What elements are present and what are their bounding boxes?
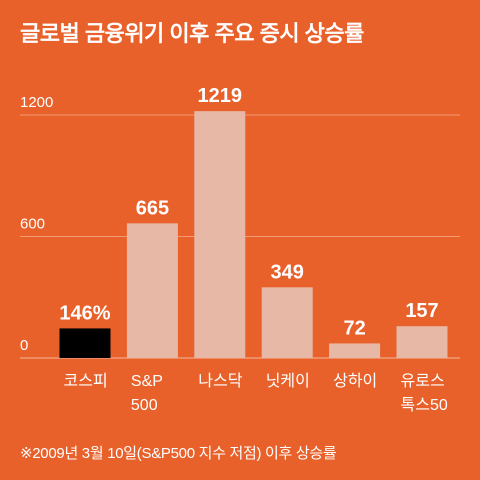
bar [396, 326, 448, 358]
x-tick-label: 유로스 [401, 373, 445, 390]
y-tick-label: 600 [20, 216, 45, 233]
y-tick-label: 0 [20, 337, 28, 354]
x-tick-label: 나스닥 [198, 372, 242, 390]
data-label: 349 [271, 261, 304, 283]
x-tick-label: 상하이 [333, 372, 377, 390]
x-tick-label: 500 [131, 397, 158, 414]
bar [126, 223, 178, 358]
x-tick-label: 톡스50 [401, 396, 448, 414]
x-tick-label: 닛케이 [266, 372, 310, 390]
chart-footnote: ※2009년 3월 10일(S&P500 지수 저점) 이후 상승률 [20, 445, 337, 462]
data-label: 157 [405, 300, 438, 322]
bar [261, 287, 313, 358]
x-tick-label: S&P [131, 373, 163, 390]
data-label: 665 [136, 197, 169, 219]
bar [59, 328, 111, 358]
bar [194, 111, 246, 358]
data-label: 72 [343, 317, 365, 339]
data-label: 1219 [198, 85, 243, 107]
x-tick-label: 코스피 [64, 372, 108, 390]
data-label: 146% [59, 302, 110, 324]
chart-title: 글로벌 금융위기 이후 주요 증시 상승률 [20, 21, 364, 46]
bar [329, 343, 381, 358]
y-tick-label: 1200 [20, 94, 53, 111]
